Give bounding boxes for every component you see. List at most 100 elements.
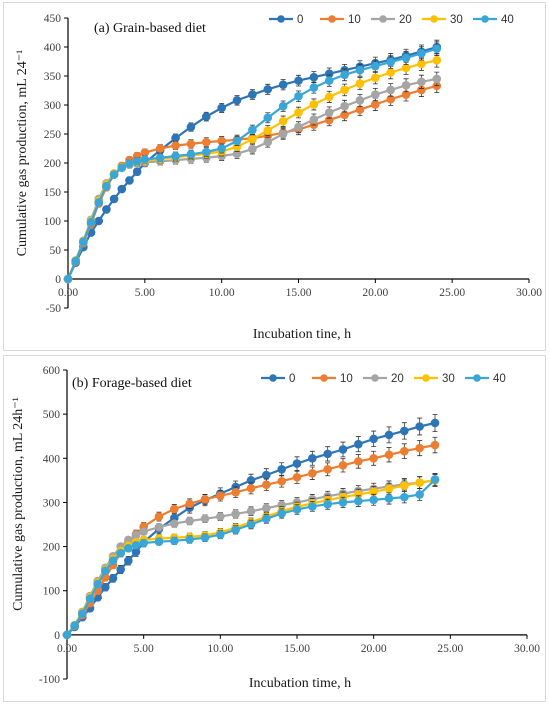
data-point — [355, 79, 365, 88]
data-point — [154, 522, 164, 532]
x-tick-label: 25.00 — [437, 643, 463, 655]
data-point — [202, 137, 211, 147]
series-0 — [63, 39, 442, 284]
data-point — [371, 100, 380, 109]
data-point — [278, 129, 288, 139]
y-tick-label: 300 — [44, 100, 62, 112]
data-point — [338, 445, 348, 454]
data-point — [101, 566, 110, 576]
data-point — [355, 105, 365, 114]
data-point — [216, 530, 225, 539]
data-point — [432, 74, 442, 84]
legend-label: 0 — [289, 373, 295, 385]
data-point — [140, 155, 150, 164]
data-point — [154, 512, 164, 521]
y-tick-label: 400 — [43, 453, 61, 465]
data-point — [294, 92, 303, 101]
data-point — [386, 57, 396, 67]
data-point — [324, 92, 334, 102]
data-point — [102, 205, 111, 214]
y-tick-label: 200 — [44, 158, 62, 170]
data-point — [400, 481, 409, 490]
data-point — [323, 449, 332, 459]
data-point — [217, 103, 226, 113]
data-point — [354, 457, 363, 466]
data-point — [340, 85, 349, 95]
data-point — [79, 237, 88, 247]
data-point — [417, 77, 426, 87]
chart-panel-forage: -100 0 100 200 300 400 500 600 0.00 5.00 10.00 15.0… — [3, 355, 546, 702]
legend-marker — [277, 15, 285, 23]
data-point — [369, 434, 378, 444]
data-point — [432, 44, 442, 54]
data-point — [78, 609, 87, 618]
data-point — [170, 536, 179, 546]
series-line — [66, 84, 438, 280]
data-point — [109, 194, 119, 204]
data-point — [400, 492, 409, 502]
data-point — [124, 556, 133, 565]
data-point — [354, 439, 363, 449]
x-tick-label: 15.00 — [284, 643, 310, 655]
data-point — [171, 141, 180, 150]
x-tick-label: 10.00 — [207, 643, 233, 655]
data-point — [324, 76, 334, 85]
data-point — [216, 512, 225, 521]
x-tick-label: 0.00 — [58, 287, 78, 299]
data-point — [246, 484, 256, 493]
data-point — [338, 461, 348, 470]
legend-item: 40 — [465, 373, 506, 385]
series-10 — [62, 436, 440, 640]
data-point — [432, 56, 442, 65]
data-point — [155, 153, 165, 163]
data-point — [323, 465, 332, 474]
data-point — [278, 116, 288, 126]
legend-label: 20 — [399, 14, 412, 26]
legend-item: 0 — [269, 14, 303, 26]
data-point — [139, 527, 148, 536]
data-point — [71, 256, 80, 266]
data-point — [415, 478, 424, 487]
data-point — [309, 115, 319, 124]
data-point — [308, 468, 317, 478]
data-point — [94, 198, 104, 207]
data-point — [108, 556, 118, 565]
data-point — [386, 85, 396, 95]
y-axis-title: Cumulative gas production, mL 24h⁻¹ — [11, 397, 26, 611]
data-point — [384, 450, 394, 460]
data-point — [415, 443, 424, 453]
legend-marker — [269, 374, 277, 382]
data-point — [263, 137, 273, 147]
data-point — [231, 509, 240, 519]
data-point — [132, 156, 142, 166]
data-point — [116, 565, 125, 574]
data-point — [309, 72, 319, 82]
legend-label: 20 — [391, 373, 404, 385]
data-point — [231, 525, 240, 535]
y-tick-label: 100 — [43, 586, 61, 598]
y-tick-label: -50 — [46, 303, 62, 315]
y-tick-label: 50 — [50, 245, 62, 257]
x-axis-title: Incubation tine, h — [253, 327, 351, 342]
data-point — [384, 484, 394, 494]
legend-label: 40 — [493, 373, 506, 385]
legend-item: 10 — [320, 14, 361, 26]
data-point — [262, 503, 271, 513]
data-point — [263, 85, 273, 94]
data-point — [415, 490, 424, 499]
data-point — [277, 509, 286, 518]
data-point — [338, 498, 348, 507]
data-point — [185, 499, 194, 509]
data-point — [63, 274, 73, 284]
x-tick-label: 20.00 — [362, 287, 388, 299]
y-tick-label: 300 — [43, 497, 61, 509]
data-point — [248, 134, 257, 144]
legend-item: 20 — [371, 14, 412, 26]
data-point — [278, 80, 288, 89]
data-point — [186, 150, 196, 159]
data-point — [294, 122, 303, 132]
data-point — [371, 61, 380, 71]
legend-item: 10 — [312, 373, 353, 385]
